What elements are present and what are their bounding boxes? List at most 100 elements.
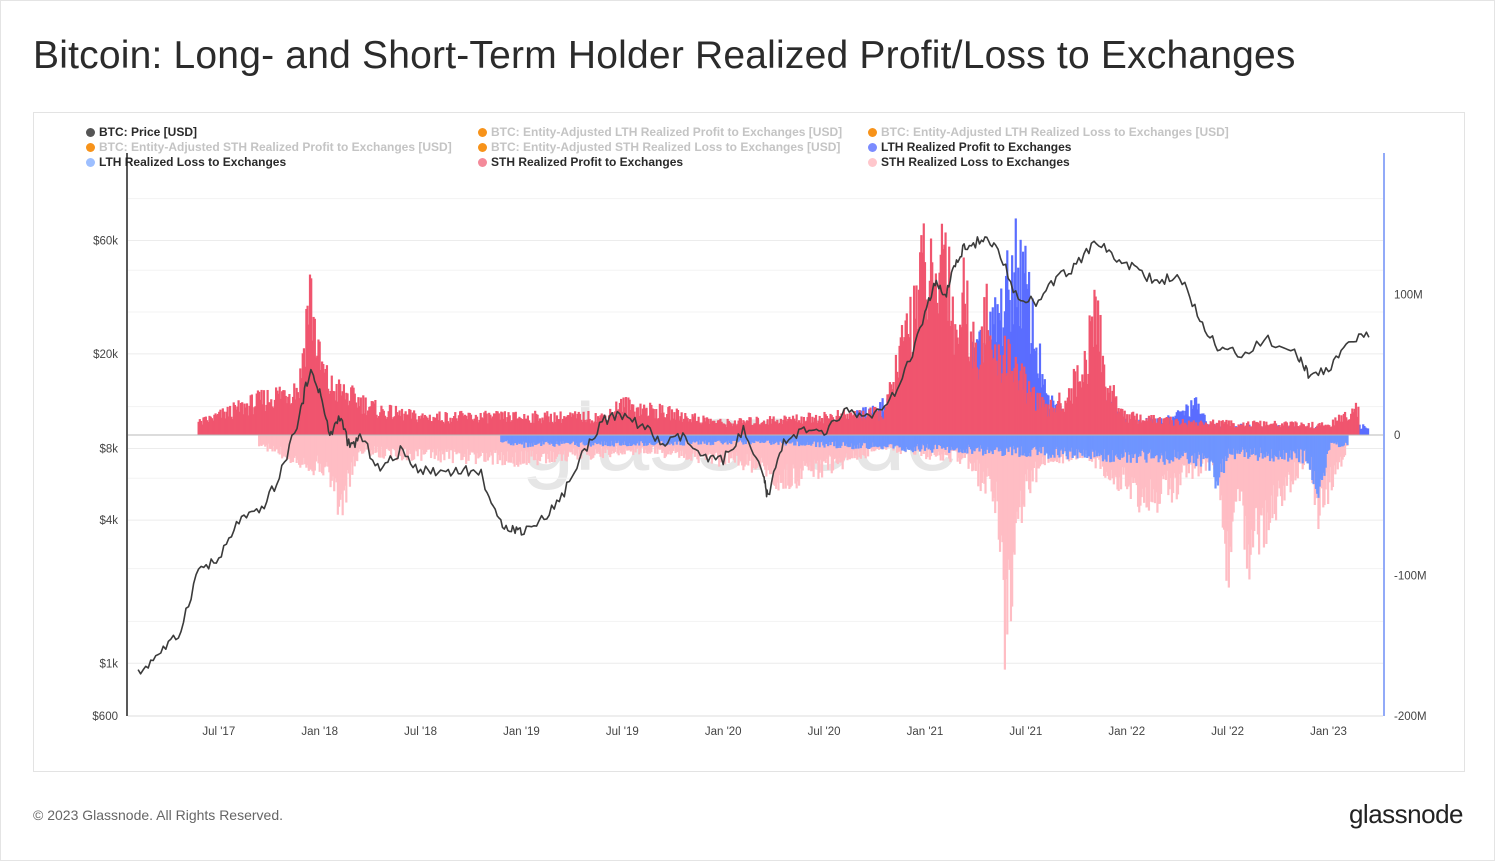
sth-profit-bar <box>1204 422 1207 435</box>
lth-loss-bar <box>1090 435 1094 450</box>
lth-loss-bar <box>1146 435 1149 454</box>
sth-profit-bar <box>264 411 267 435</box>
sth-profit-bar <box>1109 385 1112 435</box>
sth-profit-bar <box>666 414 669 435</box>
sth-loss-bar <box>296 435 299 460</box>
lth-loss-bar <box>897 435 900 446</box>
sth-profit-bar <box>1025 403 1028 435</box>
sth-profit-bar <box>765 423 768 435</box>
sth-loss-bar <box>1241 435 1244 492</box>
sth-loss-bar <box>1231 435 1234 522</box>
legend-item-lth-loss[interactable]: LTH Realized Loss to Exchanges <box>86 155 286 169</box>
lth-profit-bar <box>1037 378 1040 435</box>
legend-item-sth-profit[interactable]: STH Realized Profit to Exchanges <box>478 155 683 169</box>
sth-loss-bar <box>511 435 514 458</box>
legend-item-sth-loss-usd[interactable]: BTC: Entity-Adjusted STH Realized Loss t… <box>478 140 840 154</box>
sth-profit-bar <box>1189 424 1192 435</box>
lth-loss-bar <box>864 435 867 444</box>
legend-item-sth-profit-usd[interactable]: BTC: Entity-Adjusted STH Realized Profit… <box>86 140 452 154</box>
lth-loss-bar <box>532 435 536 443</box>
sth-loss-bar <box>1245 435 1249 569</box>
sth-loss-bar <box>544 435 548 464</box>
lth-loss-bar <box>1004 435 1008 448</box>
lth-loss-bar <box>794 435 797 446</box>
lth-loss-bar <box>1001 435 1004 456</box>
sth-profit-bar <box>822 423 825 435</box>
sth-profit-bar <box>1053 408 1056 435</box>
sth-loss-bar <box>1004 435 1008 580</box>
sth-profit-bar <box>388 404 391 435</box>
sth-profit-bar <box>490 418 493 435</box>
sth-profit-bar <box>1103 364 1106 435</box>
sth-profit-bar <box>1075 396 1078 435</box>
sth-profit-bar <box>279 398 283 435</box>
sth-loss-bar <box>649 435 652 454</box>
sth-profit-bar <box>693 413 697 435</box>
lth-loss-bar <box>887 435 890 445</box>
legend-item-lth-loss-usd[interactable]: BTC: Entity-Adjusted LTH Realized Loss t… <box>868 125 1229 139</box>
lth-loss-bar <box>931 435 934 453</box>
sth-profit-bar <box>1293 427 1296 435</box>
lth-loss-bar <box>1159 435 1163 453</box>
sth-profit-bar <box>1334 417 1337 435</box>
legend-item-price[interactable]: BTC: Price [USD] <box>86 125 197 139</box>
lth-loss-bar <box>1310 435 1313 457</box>
lth-loss-bar <box>858 435 861 443</box>
lth-loss-bar <box>1222 435 1226 473</box>
lth-loss-bar <box>578 435 582 443</box>
sth-profit-bar <box>1026 392 1029 435</box>
sth-profit-bar <box>716 420 720 435</box>
lth-loss-bar <box>850 435 853 444</box>
lth-loss-bar <box>582 435 585 445</box>
sth-loss-bar <box>841 435 844 470</box>
sth-profit-bar <box>440 420 444 435</box>
lth-loss-bar <box>1086 435 1089 458</box>
sth-profit-bar <box>998 354 1002 435</box>
lth-loss-bar <box>817 435 820 442</box>
sth-loss-bar <box>432 435 435 450</box>
lth-loss-bar <box>1290 435 1293 460</box>
lth-loss-bar <box>1218 435 1221 478</box>
sth-loss-bar <box>1264 435 1267 501</box>
lth-loss-bar <box>641 435 645 444</box>
sth-profit-bar <box>801 423 804 435</box>
legend-dot <box>86 158 95 167</box>
sth-loss-bar <box>413 435 416 460</box>
sth-loss-bar <box>363 435 366 452</box>
sth-loss-bar <box>335 435 338 483</box>
lth-loss-bar <box>928 435 931 449</box>
lth-loss-bar <box>708 435 711 443</box>
sth-profit-bar <box>1308 428 1312 435</box>
lth-loss-bar <box>570 435 573 444</box>
lth-profit-bar <box>1021 251 1025 435</box>
sth-profit-bar <box>802 416 806 435</box>
lth-loss-bar <box>701 435 704 442</box>
sth-profit-bar <box>1242 422 1245 435</box>
legend-item-lth-profit[interactable]: LTH Realized Profit to Exchanges <box>868 140 1071 154</box>
legend-item-lth-profit-usd[interactable]: BTC: Entity-Adjusted LTH Realized Profit… <box>478 125 842 139</box>
sth-loss-bar <box>345 435 348 503</box>
sth-loss-bar <box>436 435 439 449</box>
legend-item-sth-loss[interactable]: STH Realized Loss to Exchanges <box>868 155 1070 169</box>
lth-loss-bar <box>675 435 678 445</box>
lth-loss-bar <box>670 435 674 444</box>
sth-loss-bar <box>409 435 412 454</box>
lth-profit-bar <box>1012 324 1015 435</box>
sth-profit-bar <box>682 418 686 435</box>
sth-profit-bar <box>1270 423 1273 435</box>
lth-loss-bar <box>673 435 676 442</box>
sth-loss-bar <box>968 435 971 462</box>
sth-loss-bar <box>685 435 688 460</box>
sth-profit-bar <box>974 342 977 435</box>
sth-profit-bar <box>945 291 948 435</box>
sth-profit-bar <box>1071 403 1074 435</box>
sth-loss-bar <box>385 435 388 450</box>
sth-loss-bar <box>427 435 430 450</box>
lth-loss-bar <box>576 435 579 447</box>
sth-profit-bar <box>432 416 435 435</box>
sth-profit-bar <box>948 246 951 435</box>
lth-loss-bar <box>886 435 889 448</box>
sth-loss-bar <box>1156 435 1159 513</box>
sth-profit-bar <box>415 419 418 435</box>
lth-loss-bar <box>1162 435 1165 462</box>
